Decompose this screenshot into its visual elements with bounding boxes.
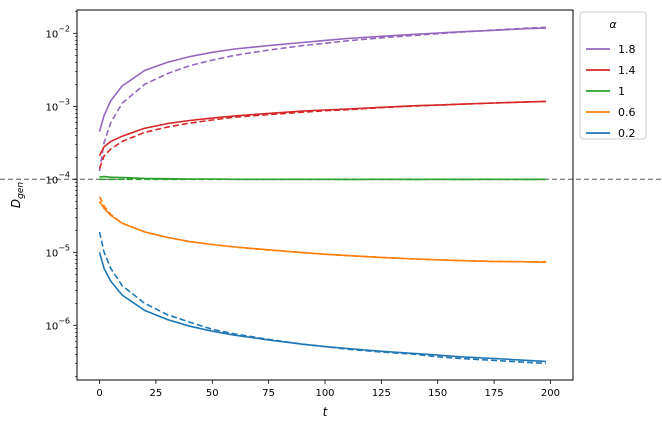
y-tick-label: 10−6: [45, 316, 70, 332]
series-solid-line: [98, 252, 546, 363]
x-tick-label: 200: [541, 388, 560, 399]
x-tick-label: 75: [262, 388, 275, 399]
y-axis-label: Dgen: [9, 182, 26, 209]
x-axis: 0 25 50 75 100 125 150 175 200: [96, 380, 560, 399]
legend-box: [579, 11, 647, 140]
series-dashed-line: [98, 231, 546, 365]
y-tick-label: 10−4: [45, 170, 70, 186]
x-tick-label: 100: [315, 388, 334, 399]
series-dashed-line: [98, 26, 546, 172]
legend-label: 1.4: [618, 64, 636, 77]
legend-label: 1.8: [618, 43, 636, 56]
y-axis-label-base: D: [9, 199, 23, 208]
series-solid-line: [98, 27, 546, 132]
series-solid-line: [99, 175, 546, 181]
x-axis-label: t: [323, 405, 329, 419]
series-layer: [98, 26, 546, 365]
x-tick-label: 125: [372, 388, 391, 399]
legend: α 1.8 1.4 1 0.6 0.2: [579, 11, 647, 140]
x-tick-label: 175: [485, 388, 504, 399]
y-tick-label: 10−3: [45, 97, 70, 113]
legend-title: α: [609, 18, 617, 31]
x-tick-label: 150: [428, 388, 447, 399]
x-tick-label: 50: [206, 388, 219, 399]
y-tick-label: 10−5: [45, 243, 70, 259]
y-axis-label-subscript: gen: [16, 182, 26, 199]
legend-label: 1: [618, 85, 625, 98]
legend-label: 0.6: [618, 106, 636, 119]
series-dashed-line: [98, 196, 546, 263]
x-tick-label: 25: [150, 388, 163, 399]
y-tick-label: 10−2: [45, 24, 70, 40]
plot-frame: [76, 9, 574, 381]
series-dashed-line: [98, 100, 546, 169]
series-solid-line: [98, 100, 546, 157]
legend-label: 0.2: [618, 127, 636, 140]
x-tick-label: 0: [96, 388, 102, 399]
series-solid-line: [98, 200, 546, 264]
y-axis: 10−6 10−5 10−4 10−3 10−2: [45, 11, 77, 377]
